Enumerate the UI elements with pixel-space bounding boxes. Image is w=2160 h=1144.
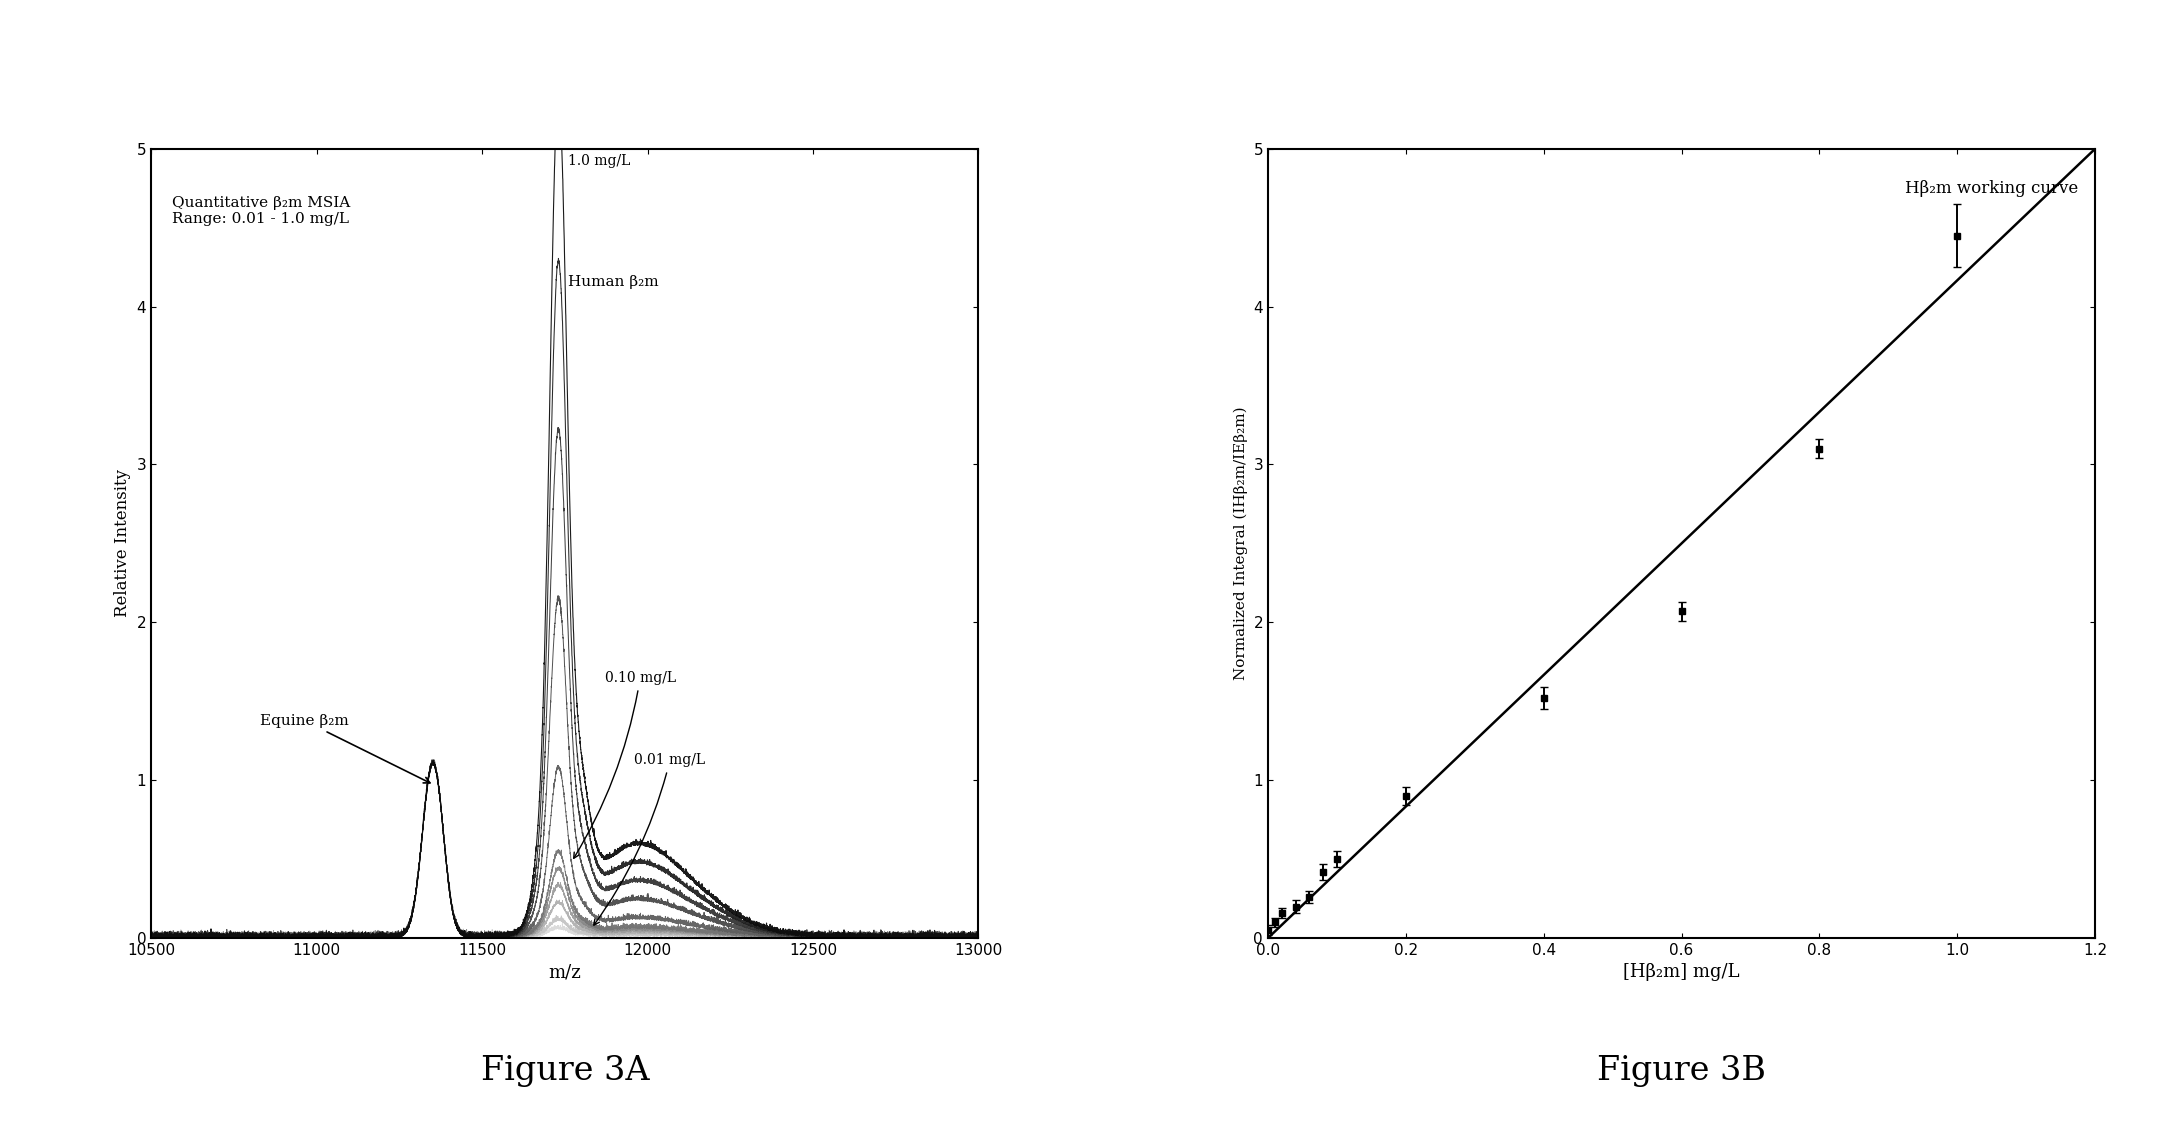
X-axis label: m/z: m/z — [549, 963, 581, 982]
Text: 1.0 mg/L: 1.0 mg/L — [568, 153, 631, 168]
Y-axis label: Normalized Integral (IHβ₂m/IEβ₂m): Normalized Integral (IHβ₂m/IEβ₂m) — [1233, 406, 1248, 681]
Text: Equine β₂m: Equine β₂m — [261, 714, 430, 782]
Text: Figure 3B: Figure 3B — [1596, 1055, 1767, 1087]
Text: Human β₂m: Human β₂m — [568, 275, 659, 289]
X-axis label: [Hβ₂m] mg/L: [Hβ₂m] mg/L — [1624, 963, 1739, 982]
Text: Quantitative β₂m MSIA
Range: 0.01 - 1.0 mg/L: Quantitative β₂m MSIA Range: 0.01 - 1.0 … — [173, 196, 350, 227]
Text: Hβ₂m working curve: Hβ₂m working curve — [1905, 181, 2078, 197]
Y-axis label: Relative Intensity: Relative Intensity — [114, 469, 132, 618]
Text: 0.10 mg/L: 0.10 mg/L — [575, 672, 676, 858]
Text: 0.01 mg/L: 0.01 mg/L — [594, 754, 706, 925]
Text: Figure 3A: Figure 3A — [480, 1055, 650, 1087]
